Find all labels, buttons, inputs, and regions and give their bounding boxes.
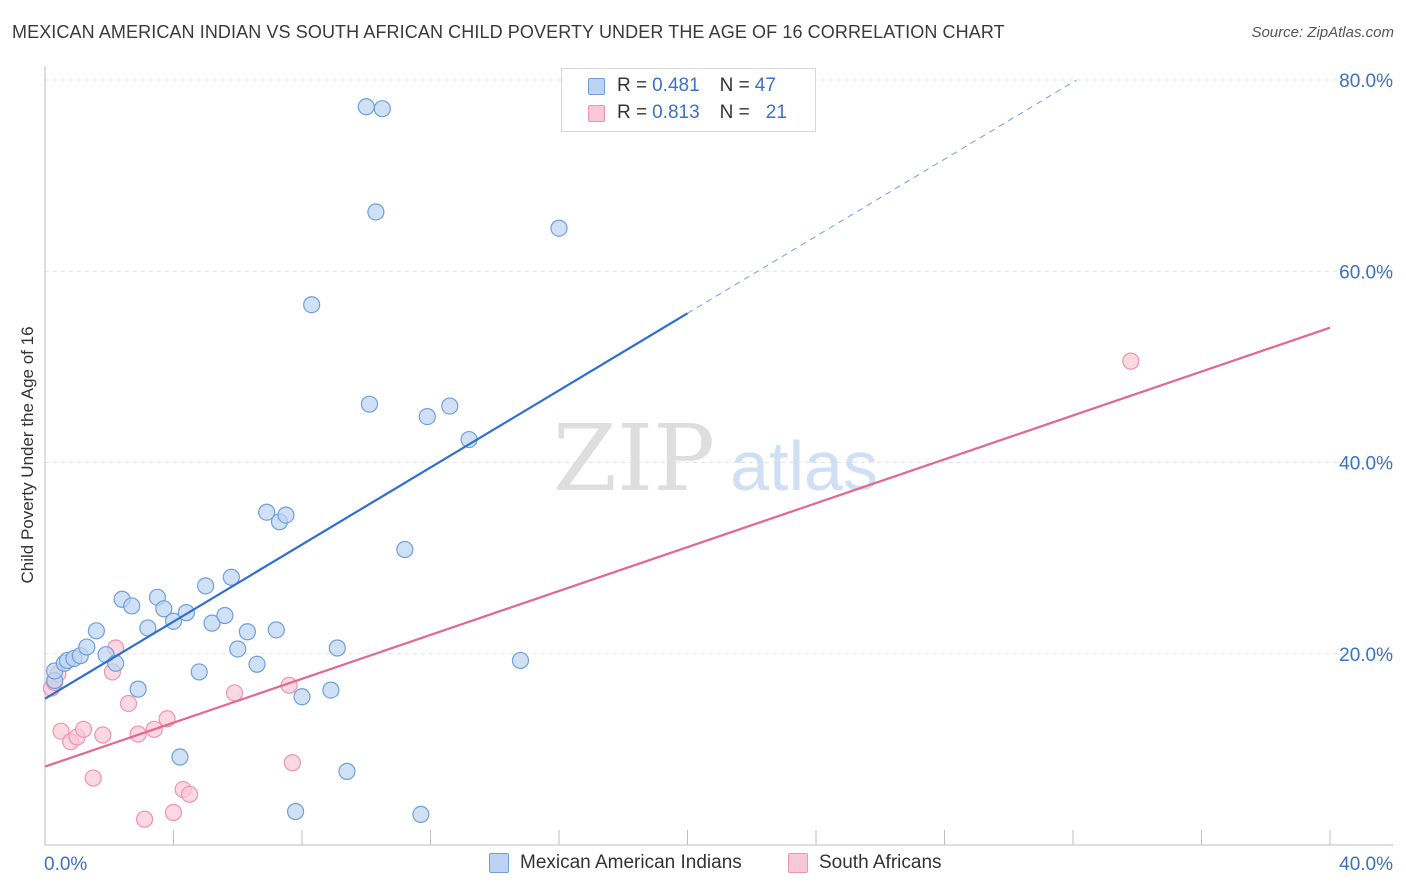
legend-r-label: R = xyxy=(617,75,648,96)
legend-swatch-pink xyxy=(588,104,605,122)
data-point-south-africans xyxy=(283,754,301,772)
data-point-mexican-american-indians xyxy=(123,597,141,615)
data-point-mexican-american-indians xyxy=(129,680,147,698)
data-point-mexican-american-indians xyxy=(155,600,173,618)
data-point-mexican-american-indians xyxy=(360,395,379,413)
y-tick-labels: 20.0% 40.0% 60.0% 80.0% xyxy=(1339,71,1393,666)
data-point-mexican-american-indians xyxy=(197,577,215,595)
x-tick-labels: 0.0% 40.0% xyxy=(44,854,1393,875)
data-point-mexican-american-indians xyxy=(303,296,321,314)
y-tick-label: 60.0% xyxy=(1339,262,1393,283)
watermark: ZIP atlas xyxy=(553,405,878,512)
stats-legend: R = 0.481 N = 47 R = 0.813 N = 21 xyxy=(561,68,816,132)
watermark-atlas: atlas xyxy=(730,427,878,505)
data-point-mexican-american-indians xyxy=(286,802,305,821)
data-point-mexican-american-indians xyxy=(412,805,430,824)
x-tick-label: 40.0% xyxy=(1339,854,1393,875)
source-label: Source: ZipAtlas.com xyxy=(1251,24,1394,41)
chart-title: MEXICAN AMERICAN INDIAN VS SOUTH AFRICAN… xyxy=(12,22,1005,42)
data-point-mexican-american-indians xyxy=(171,748,189,766)
bottom-legend-label: South Africans xyxy=(819,852,942,873)
bottom-legend-south-africans: South Africans xyxy=(788,852,942,874)
y-tick-label: 20.0% xyxy=(1339,645,1393,666)
data-point-south-africans xyxy=(74,720,93,738)
mexican-american-indians-points xyxy=(46,98,568,824)
legend-n-value: 47 xyxy=(754,75,776,96)
trendline-extension-mexican-american-indians xyxy=(687,79,1077,314)
legend-n-value: 21 xyxy=(765,102,787,123)
data-point-mexican-american-indians xyxy=(267,621,285,639)
data-point-south-africans xyxy=(84,769,102,787)
watermark-zip: ZIP xyxy=(553,405,715,512)
axes xyxy=(44,66,1393,846)
data-point-mexican-american-indians xyxy=(216,606,234,625)
data-point-mexican-american-indians xyxy=(87,622,106,640)
data-point-mexican-american-indians xyxy=(367,203,385,221)
data-point-mexican-american-indians xyxy=(293,688,311,706)
data-point-mexican-american-indians xyxy=(338,762,356,780)
data-point-mexican-american-indians xyxy=(222,568,240,586)
data-point-mexican-american-indians xyxy=(396,540,414,559)
legend-row-mexican-american-indians: R = 0.481 N = 47 xyxy=(588,74,776,98)
data-point-mexican-american-indians xyxy=(441,397,459,415)
y-tick-label: 80.0% xyxy=(1339,71,1393,92)
legend-row-south-africans: R = 0.813 N = 21 xyxy=(588,101,787,125)
data-point-mexican-american-indians xyxy=(238,623,256,641)
x-tick-label: 0.0% xyxy=(44,854,87,875)
trendline-south-africans xyxy=(44,326,1331,768)
trendline-mexican-american-indians xyxy=(44,312,689,700)
data-point-mexican-american-indians xyxy=(357,98,375,116)
gridlines xyxy=(45,79,1393,655)
data-point-south-africans xyxy=(52,722,70,740)
data-point-mexican-american-indians xyxy=(78,638,96,656)
data-point-south-africans xyxy=(180,785,199,803)
legend-n-label: N = xyxy=(719,75,750,96)
trendlines xyxy=(44,79,1331,768)
data-point-mexican-american-indians xyxy=(248,655,266,673)
legend-r-value: 0.481 xyxy=(652,75,700,96)
data-point-mexican-american-indians xyxy=(550,219,568,237)
legend-r-label: R = xyxy=(617,102,648,123)
data-point-south-africans xyxy=(225,684,244,702)
legend-r-value: 0.813 xyxy=(652,102,700,123)
y-tick-label: 40.0% xyxy=(1339,454,1393,475)
bottom-legend-swatch-pink xyxy=(788,853,808,873)
data-point-mexican-american-indians xyxy=(418,408,436,426)
data-point-south-africans xyxy=(135,810,154,828)
data-point-mexican-american-indians xyxy=(203,614,221,632)
bottom-legend-mexican-american-indians: Mexican American Indians xyxy=(489,852,742,874)
legend-swatch-blue xyxy=(588,77,605,95)
data-point-mexican-american-indians xyxy=(277,506,295,524)
data-point-mexican-american-indians xyxy=(107,654,125,672)
data-point-mexican-american-indians xyxy=(511,651,530,670)
data-point-south-africans xyxy=(119,694,138,713)
bottom-legend-swatch-blue xyxy=(489,853,509,873)
data-point-mexican-american-indians xyxy=(328,639,346,657)
data-point-mexican-american-indians xyxy=(322,681,340,699)
data-point-south-africans xyxy=(1122,352,1140,370)
data-point-mexican-american-indians xyxy=(190,663,208,681)
data-point-mexican-american-indians xyxy=(258,503,276,521)
bottom-legend-label: Mexican American Indians xyxy=(520,852,742,873)
data-point-mexican-american-indians xyxy=(373,100,391,118)
data-point-mexican-american-indians xyxy=(229,640,247,658)
legend-n-label: N = xyxy=(719,102,750,123)
data-point-south-africans xyxy=(164,803,183,822)
data-point-south-africans xyxy=(94,726,112,744)
